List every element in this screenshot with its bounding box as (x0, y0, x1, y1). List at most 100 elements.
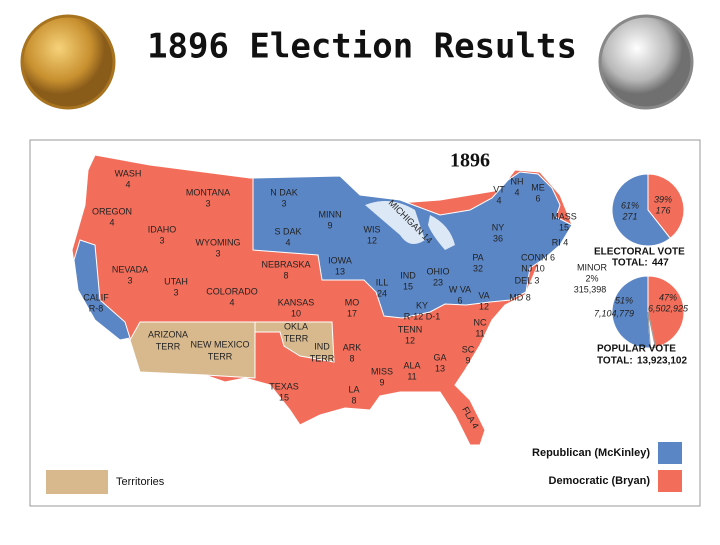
gold-coin (20, 14, 116, 110)
state-name: ME (531, 182, 545, 192)
state-votes: 10 (291, 308, 301, 318)
map-title: 1896 (450, 150, 490, 172)
state-votes: 9 (465, 355, 470, 365)
pie-label: 61% (621, 200, 639, 210)
state-name: IND (400, 270, 416, 280)
pie-title: ELECTORAL VOTE (594, 247, 685, 258)
rep-region-west (73, 239, 131, 341)
pie-slice (611, 173, 671, 247)
state-votes: 3 (127, 275, 132, 285)
state-votes: 8 (351, 395, 356, 405)
state-label: CONN 6 (521, 252, 555, 262)
state-name: W VA (449, 284, 471, 294)
pie-title: POPULAR VOTE (597, 344, 676, 355)
pie-label: 6,502,925 (648, 303, 689, 313)
state-votes: 15 (559, 222, 569, 232)
state-name: MASS (551, 211, 577, 221)
legend-swatch (46, 470, 108, 494)
pie-slice (647, 275, 685, 348)
territory-label: TERR (284, 333, 309, 343)
state-votes: 13 (435, 363, 445, 373)
territory-label: IND (314, 341, 330, 351)
state-name: NC (474, 317, 487, 327)
territory-label: OKLA (284, 321, 308, 331)
pie-label: 271 (621, 211, 637, 221)
state-name: MINN (319, 209, 342, 219)
state-label: MD 8 (509, 292, 531, 302)
state-name: SC (462, 344, 475, 354)
state-name: MO (345, 297, 360, 307)
rep-region (252, 171, 573, 319)
state-votes: 3 (281, 198, 286, 208)
state-name: IDAHO (148, 224, 177, 234)
state-votes: 15 (403, 281, 413, 291)
state-name: MISS (371, 366, 393, 376)
state-votes: 13 (335, 266, 345, 276)
territory-label: ARIZONA (148, 329, 188, 339)
state-votes: 8 (349, 353, 354, 363)
state-name: IOWA (328, 255, 352, 265)
state-name: NH (511, 176, 524, 186)
state-votes: 9 (379, 377, 384, 387)
territory-label: TERR (156, 341, 181, 351)
state-votes: 6 (457, 295, 462, 305)
pie-slice (647, 173, 685, 239)
state-votes: 11 (407, 371, 416, 381)
pie-label: 47% (659, 292, 677, 302)
state-name: N DAK (270, 187, 298, 197)
state-votes: 8 (283, 270, 288, 280)
pie-slice (611, 275, 651, 349)
state-votes: 9 (327, 220, 332, 230)
minor-label: 315,398 (574, 284, 607, 294)
state-name: OREGON (92, 206, 132, 216)
state-name: NEVADA (112, 264, 148, 274)
state-votes: 32 (473, 263, 483, 273)
state-label: NJ 10 (521, 263, 545, 273)
state-votes: 17 (347, 308, 357, 318)
legend-label: Republican (McKinley) (532, 447, 650, 459)
state-name: CALIF (83, 292, 109, 302)
state-votes: 12 (479, 301, 489, 311)
territory-label: TERR (310, 353, 335, 363)
state-name: LA (348, 384, 359, 394)
state-name: COLORADO (206, 286, 258, 296)
state-votes: 11 (475, 328, 484, 338)
state-votes: 3 (205, 198, 210, 208)
state-name: GA (433, 352, 446, 362)
territory-oklahoma (254, 321, 335, 363)
state-name: WASH (115, 168, 142, 178)
legend-label: Territories (116, 476, 165, 488)
state-votes: 3 (173, 287, 178, 297)
state-name: VA (478, 290, 489, 300)
state-name: OHIO (426, 266, 449, 276)
legend-swatch (658, 442, 682, 464)
pie-slice (647, 311, 656, 349)
total-value: 13,923,102 (637, 356, 687, 367)
state-votes: 4 (109, 217, 114, 227)
state-name: MONTANA (186, 187, 230, 197)
state-label: RI 4 (552, 237, 569, 247)
state-name: VT (493, 184, 505, 194)
pie-label: 51% (615, 295, 633, 305)
state-votes: 3 (159, 235, 164, 245)
state-votes: 23 (433, 277, 443, 287)
state-votes: 4 (125, 179, 130, 189)
state-votes: 12 (367, 235, 377, 245)
state-votes: 12 (405, 335, 415, 345)
state-votes: 36 (493, 233, 503, 243)
state-votes: 4 (514, 187, 519, 197)
state-label: DEL 3 (515, 275, 540, 285)
state-name: KANSAS (278, 297, 315, 307)
state-name: UTAH (164, 276, 188, 286)
state-name: NY (492, 222, 505, 232)
state-name: ALA (403, 360, 420, 370)
state-name: NEBRASKA (261, 259, 310, 269)
pie-label: 39% (654, 194, 672, 204)
state-name: PA (472, 252, 483, 262)
state-name: ILL (376, 277, 389, 287)
state-name: TENN (398, 324, 423, 334)
state-votes: 4 (285, 237, 290, 247)
minor-label: 2% (585, 273, 598, 283)
state-votes: R-12 D-1 (404, 311, 441, 321)
total-label: TOTAL: (612, 258, 648, 269)
